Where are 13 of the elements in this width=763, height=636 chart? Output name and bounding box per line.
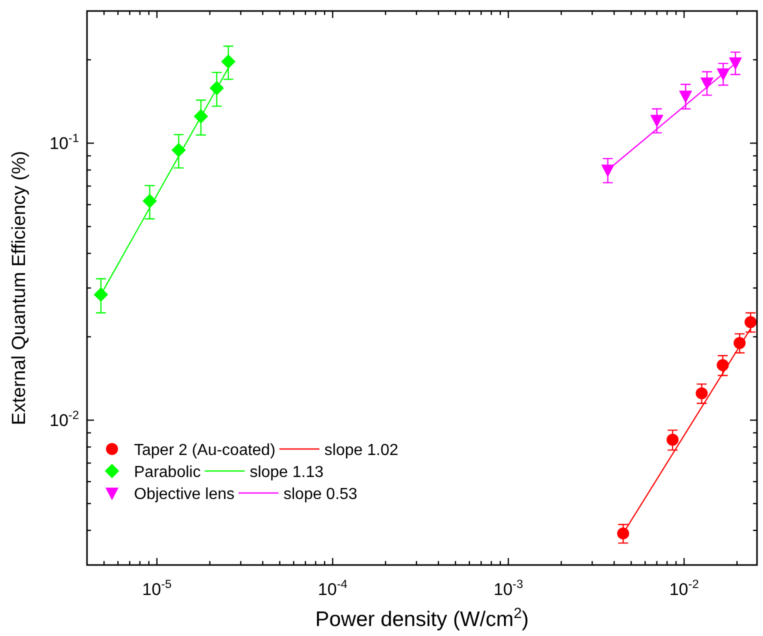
x-tick-label: 10$^{-2}$ <box>669 577 700 599</box>
x-tick-label: 10$^{-3}$ <box>494 577 524 599</box>
legend-label: Parabolic <box>134 464 201 481</box>
legend-label: slope 1.02 <box>324 442 398 459</box>
y-axis-title: External Quantum Efficiency (%) <box>9 150 30 426</box>
legend-label: Objective lens <box>134 486 234 503</box>
x-tick-label: 10$^{-5}$ <box>142 577 172 599</box>
y-tick-label: 10$^{-1}$ <box>50 131 80 154</box>
legend-label: Taper 2 (Au-coated) <box>134 442 276 459</box>
legend-label: slope 0.53 <box>283 486 358 503</box>
legend-label: slope 1.13 <box>250 464 324 481</box>
x-axis-title: Power density (W/cm$^{2}$) <box>315 606 529 631</box>
x-tick-label: 10$^{-4}$ <box>318 577 348 599</box>
